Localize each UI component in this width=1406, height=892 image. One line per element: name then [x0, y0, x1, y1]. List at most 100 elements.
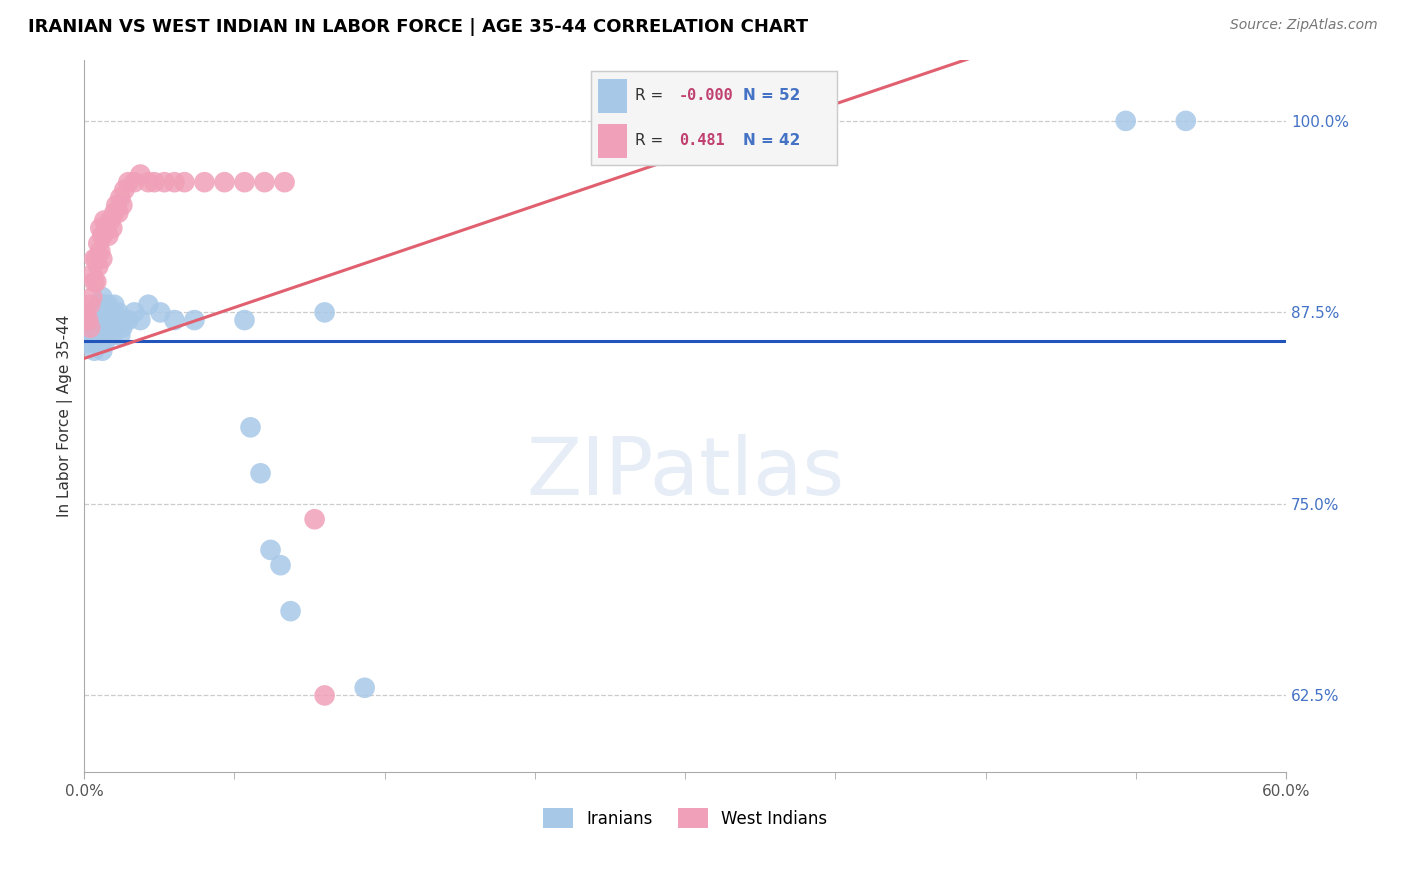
Text: Source: ZipAtlas.com: Source: ZipAtlas.com	[1230, 18, 1378, 32]
Point	[214, 175, 236, 189]
Point	[253, 175, 276, 189]
Point	[183, 313, 205, 327]
Point	[93, 336, 115, 351]
Point	[97, 228, 120, 243]
Point	[93, 298, 115, 312]
Point	[84, 252, 107, 266]
Point	[314, 305, 336, 319]
Point	[89, 298, 111, 312]
Point	[353, 681, 375, 695]
Point	[82, 290, 104, 304]
Point	[110, 190, 132, 204]
Point	[163, 313, 186, 327]
Point	[91, 320, 114, 334]
Bar	[598, 124, 627, 158]
Point	[143, 175, 166, 189]
Point	[91, 305, 114, 319]
Point	[89, 313, 111, 327]
Point	[103, 206, 125, 220]
Point	[97, 298, 120, 312]
Point	[91, 343, 114, 358]
Point	[112, 183, 135, 197]
Point	[89, 336, 111, 351]
Point	[83, 275, 105, 289]
Point	[82, 267, 104, 281]
Point	[124, 175, 146, 189]
Point	[96, 221, 118, 235]
Point	[79, 298, 101, 312]
Point	[1115, 114, 1137, 128]
Point	[79, 320, 101, 334]
Point	[1174, 114, 1197, 128]
Point	[83, 305, 105, 319]
Point	[259, 542, 281, 557]
Point	[153, 175, 176, 189]
Text: N = 52: N = 52	[742, 88, 800, 103]
Point	[304, 512, 326, 526]
Y-axis label: In Labor Force | Age 35-44: In Labor Force | Age 35-44	[58, 315, 73, 517]
Point	[89, 221, 111, 235]
Point	[314, 689, 336, 703]
Point	[193, 175, 215, 189]
Point	[91, 228, 114, 243]
Point	[75, 305, 97, 319]
Point	[96, 305, 118, 319]
Point	[98, 305, 121, 319]
Text: N = 42: N = 42	[742, 133, 800, 148]
Point	[138, 298, 160, 312]
Point	[87, 236, 110, 251]
Point	[110, 328, 132, 343]
Point	[91, 252, 114, 266]
Point	[77, 336, 100, 351]
Point	[87, 313, 110, 327]
Point	[79, 313, 101, 327]
Text: 0.481: 0.481	[679, 133, 724, 148]
Point	[84, 328, 107, 343]
Point	[103, 320, 125, 334]
Point	[112, 313, 135, 327]
Point	[124, 305, 146, 319]
Point	[233, 175, 256, 189]
Point	[83, 252, 105, 266]
Point	[96, 328, 118, 343]
Point	[83, 343, 105, 358]
Bar	[598, 78, 627, 112]
Text: IRANIAN VS WEST INDIAN IN LABOR FORCE | AGE 35-44 CORRELATION CHART: IRANIAN VS WEST INDIAN IN LABOR FORCE | …	[28, 18, 808, 36]
Point	[77, 313, 100, 327]
Point	[103, 298, 125, 312]
Point	[149, 305, 172, 319]
Point	[138, 175, 160, 189]
Point	[87, 336, 110, 351]
Point	[107, 206, 129, 220]
Text: R =: R =	[636, 88, 664, 103]
Point	[87, 298, 110, 312]
Point	[93, 313, 115, 327]
Point	[101, 305, 124, 319]
Point	[89, 244, 111, 259]
Text: R =: R =	[636, 133, 664, 148]
Point	[173, 175, 195, 189]
Text: -0.000: -0.000	[679, 88, 734, 103]
Point	[111, 198, 134, 212]
Point	[101, 221, 124, 235]
Point	[98, 213, 121, 227]
Point	[163, 175, 186, 189]
Point	[101, 328, 124, 343]
Point	[105, 198, 128, 212]
Point	[84, 275, 107, 289]
Point	[97, 320, 120, 334]
Text: ZIPatlas: ZIPatlas	[526, 434, 844, 512]
Point	[98, 328, 121, 343]
Point	[239, 420, 262, 434]
Point	[273, 175, 295, 189]
Point	[129, 168, 152, 182]
Point	[93, 213, 115, 227]
Point	[117, 175, 139, 189]
Point	[105, 313, 128, 327]
Point	[249, 467, 271, 481]
Point	[82, 328, 104, 343]
Point	[233, 313, 256, 327]
Point	[111, 320, 134, 334]
Point	[84, 305, 107, 319]
Point	[280, 604, 302, 618]
